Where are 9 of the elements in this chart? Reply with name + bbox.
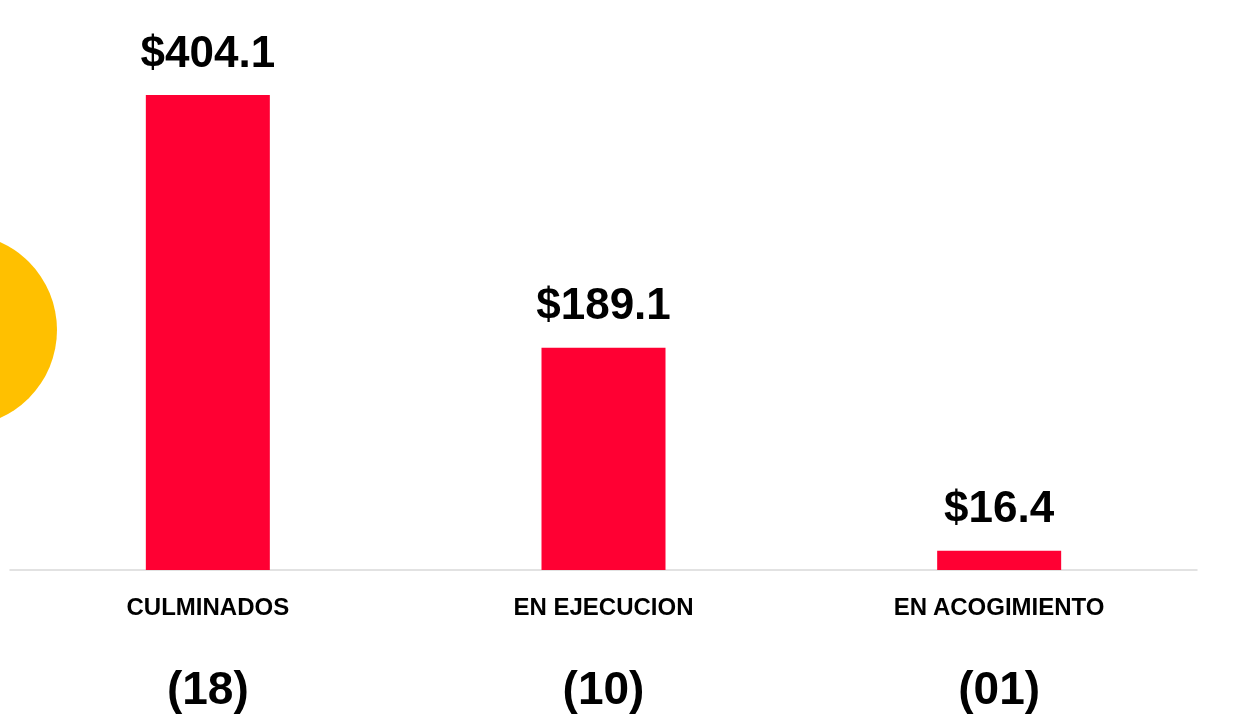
data-label: $16.4 bbox=[944, 482, 1055, 532]
text: (01) bbox=[958, 662, 1041, 714]
x-tick-label: EN ACOGIMIENTO bbox=[893, 592, 1105, 620]
x-tick-label: CULMINADOS bbox=[126, 592, 290, 620]
data-label: $404.1 bbox=[140, 26, 276, 76]
text: (10) bbox=[562, 662, 645, 714]
data-label: $189.1 bbox=[536, 279, 671, 329]
text: (18) bbox=[166, 662, 249, 714]
x-tick-label: EN EJECUCION bbox=[513, 592, 694, 620]
